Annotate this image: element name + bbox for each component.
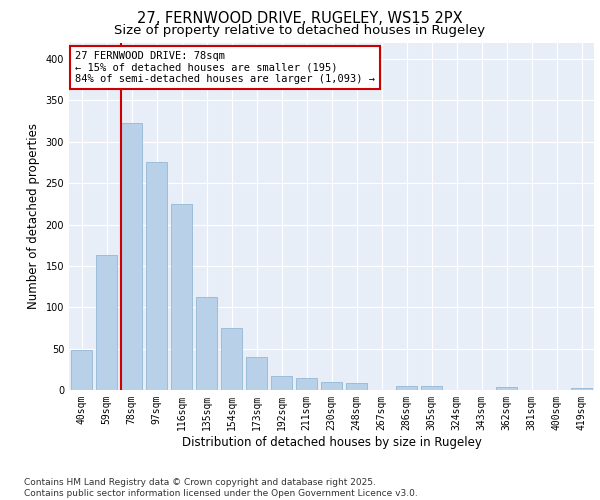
Bar	[171, 204, 192, 390]
Bar	[271, 376, 292, 390]
Y-axis label: Number of detached properties: Number of detached properties	[27, 123, 40, 309]
Text: 27 FERNWOOD DRIVE: 78sqm
← 15% of detached houses are smaller (195)
84% of semi-: 27 FERNWOOD DRIVE: 78sqm ← 15% of detach…	[75, 51, 375, 84]
Bar	[121, 123, 142, 390]
Bar	[421, 386, 442, 390]
Bar	[496, 386, 517, 390]
Bar	[246, 357, 267, 390]
Bar	[396, 386, 417, 390]
Bar	[296, 378, 317, 390]
Bar	[146, 162, 167, 390]
Bar	[71, 350, 92, 390]
Text: Contains HM Land Registry data © Crown copyright and database right 2025.
Contai: Contains HM Land Registry data © Crown c…	[24, 478, 418, 498]
Bar	[346, 384, 367, 390]
Text: Size of property relative to detached houses in Rugeley: Size of property relative to detached ho…	[115, 24, 485, 37]
X-axis label: Distribution of detached houses by size in Rugeley: Distribution of detached houses by size …	[182, 436, 481, 448]
Bar	[96, 255, 117, 390]
Bar	[571, 388, 592, 390]
Bar	[321, 382, 342, 390]
Bar	[196, 298, 217, 390]
Text: 27, FERNWOOD DRIVE, RUGELEY, WS15 2PX: 27, FERNWOOD DRIVE, RUGELEY, WS15 2PX	[137, 11, 463, 26]
Bar	[221, 328, 242, 390]
